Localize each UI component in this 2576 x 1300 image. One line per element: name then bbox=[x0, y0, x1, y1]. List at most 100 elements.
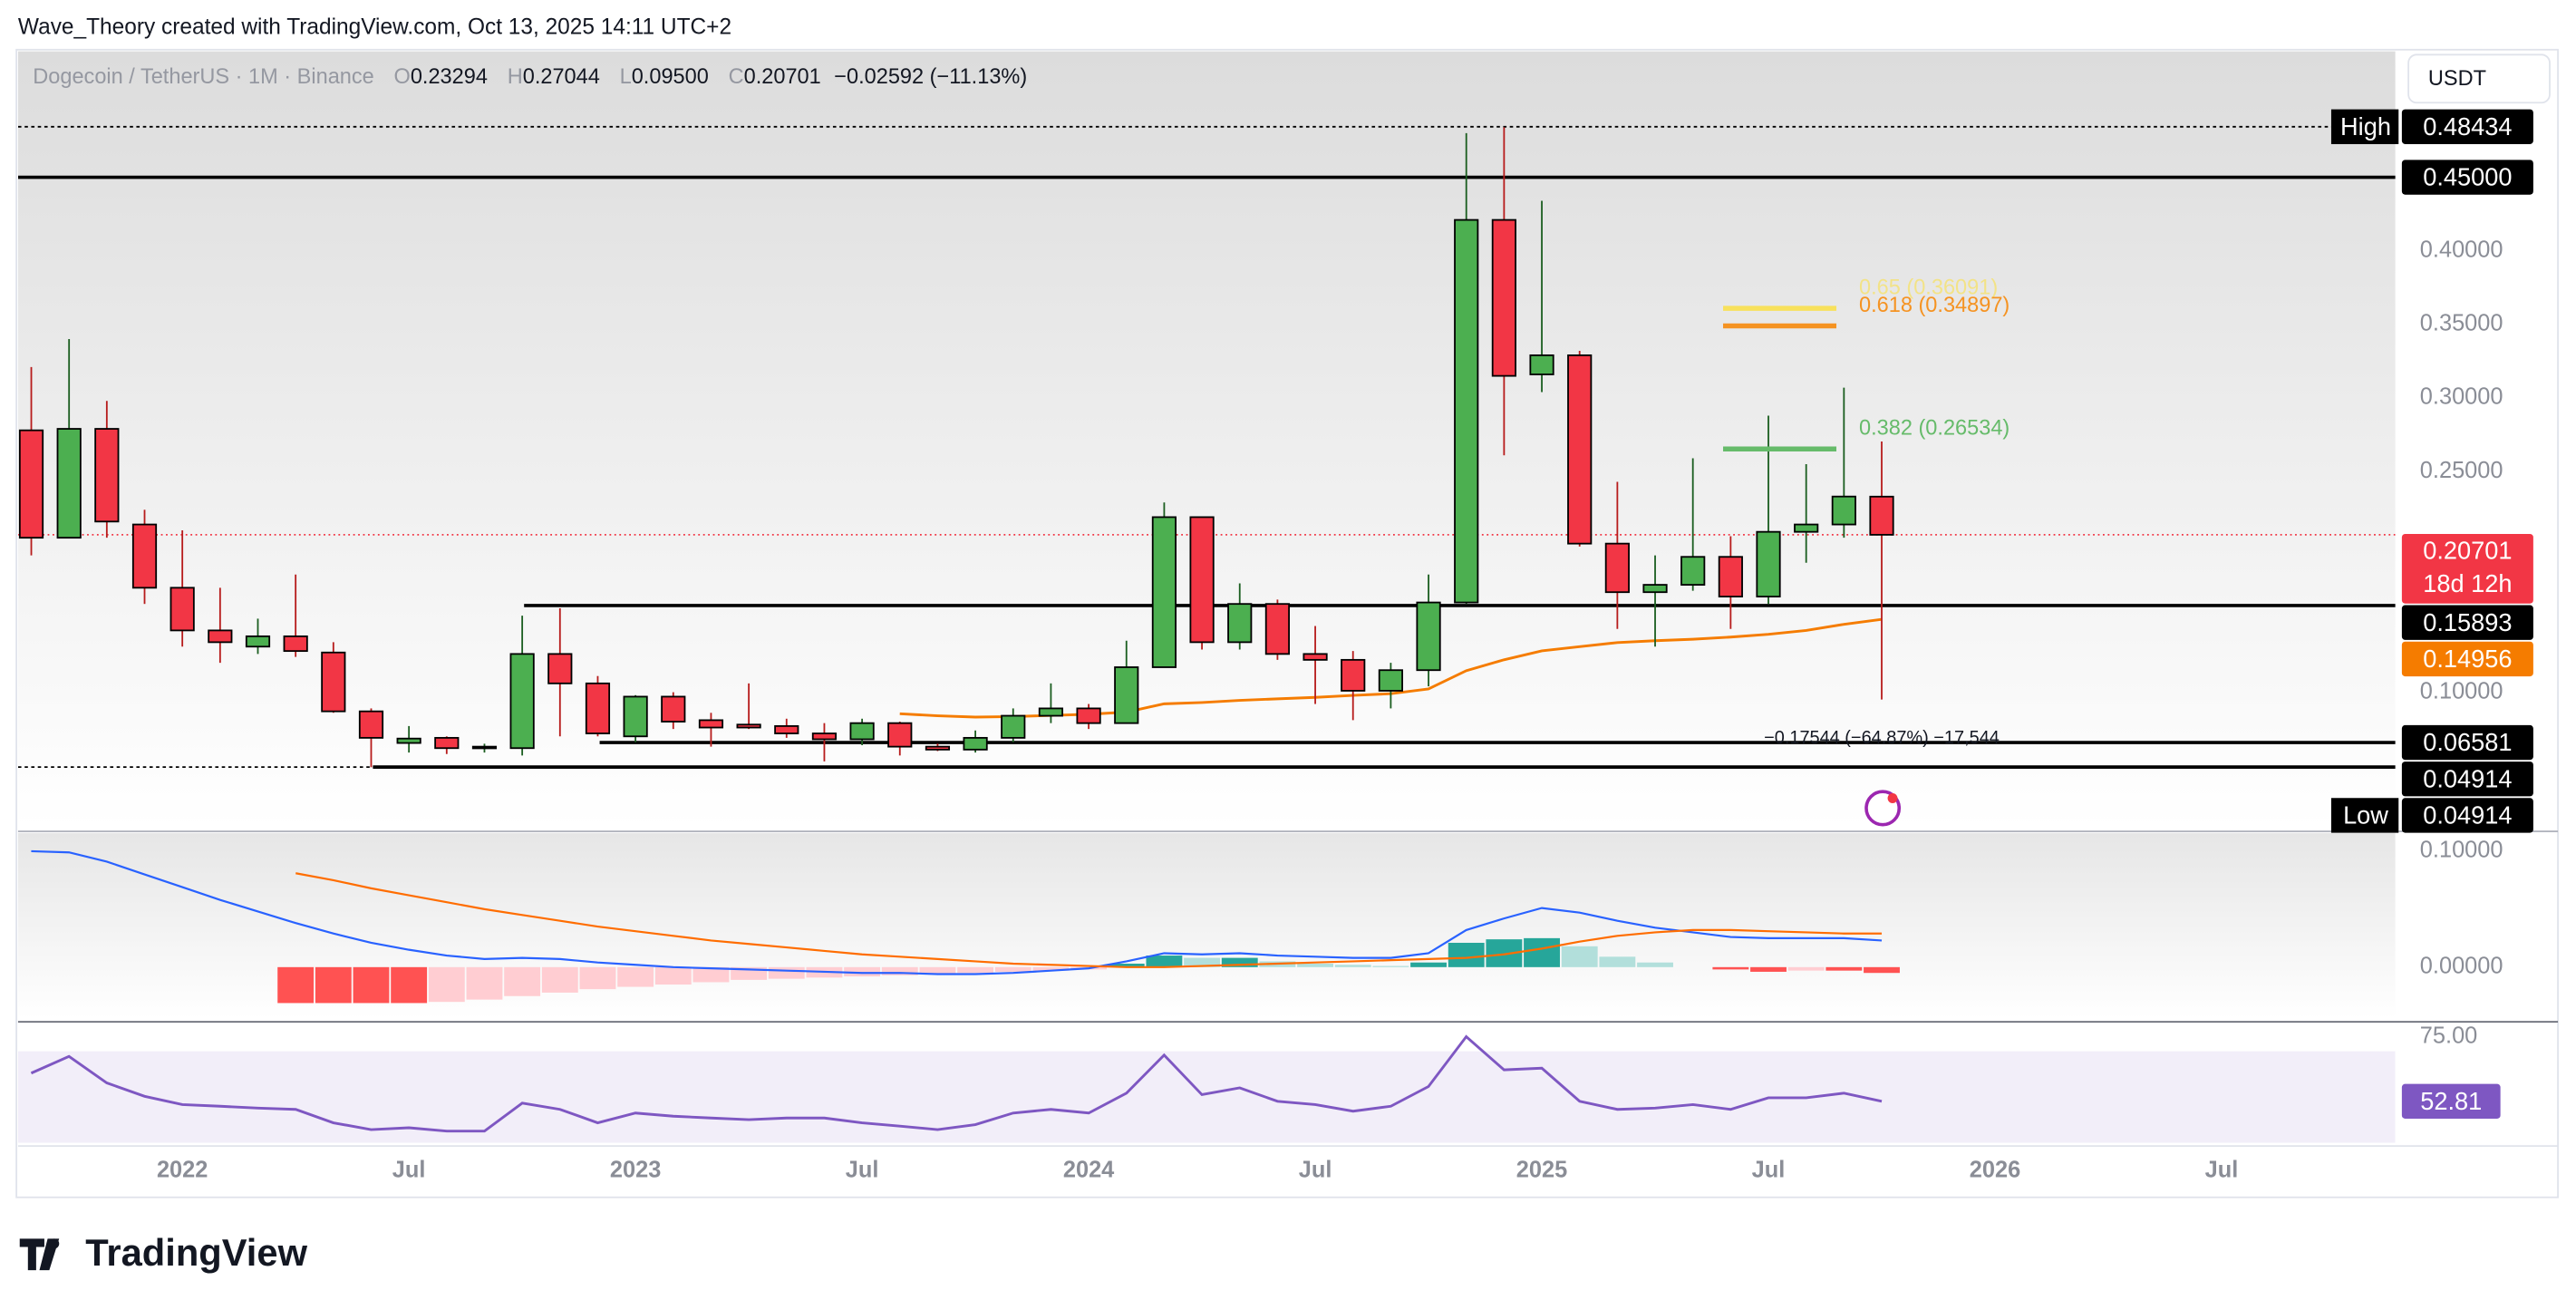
rsi-line bbox=[30, 1034, 1883, 1133]
macd-histogram-bar bbox=[1410, 962, 1447, 967]
macd-histogram-bar bbox=[654, 966, 692, 985]
macd-histogram-bar bbox=[391, 966, 428, 1004]
macd-histogram-bar bbox=[315, 966, 352, 1004]
y-tick-label: 0.40000 bbox=[2420, 237, 2503, 262]
candle-body bbox=[1794, 523, 1819, 533]
candle-body bbox=[56, 428, 82, 539]
brand-name: TradingView bbox=[85, 1231, 307, 1274]
macd-histogram-bar bbox=[1297, 963, 1333, 967]
y-tick-label: 0.10000 bbox=[2420, 838, 2503, 863]
price-label-box bbox=[2401, 605, 2533, 640]
candle-body bbox=[1114, 666, 1139, 724]
candle-body bbox=[358, 710, 384, 739]
author-line: Wave_Theory created with TradingView.com… bbox=[18, 15, 731, 39]
legend-value: 0.20701 bbox=[744, 65, 821, 89]
x-tick-label: 2023 bbox=[610, 1157, 661, 1182]
rsi-pane bbox=[17, 1024, 2396, 1143]
fib-label: 0.618 (0.34897) bbox=[1859, 294, 2009, 317]
candle-body bbox=[396, 737, 421, 744]
candle-body bbox=[1718, 556, 1743, 597]
price-label-box bbox=[2401, 762, 2533, 797]
macd-histogram-bar bbox=[1561, 946, 1598, 967]
macd-histogram-bar bbox=[353, 966, 390, 1004]
price-label-box bbox=[2401, 109, 2533, 144]
price-tag-box bbox=[2330, 798, 2399, 833]
candle-body bbox=[18, 429, 44, 539]
legend-key: H bbox=[508, 65, 523, 89]
price-label: 0.45000 bbox=[2423, 162, 2512, 190]
legend-key: L bbox=[620, 65, 632, 89]
candle-body bbox=[1529, 354, 1554, 375]
macd-line bbox=[31, 849, 1883, 975]
price-pane bbox=[17, 51, 2396, 829]
macd-histogram-bar bbox=[579, 966, 616, 990]
macd-histogram-bar bbox=[1146, 956, 1183, 967]
candle-body bbox=[774, 724, 799, 734]
measure-label: −0.17544 (−64.87%) −17,544 bbox=[1764, 728, 2000, 748]
fib-label: 0.65 (0.36091) bbox=[1859, 276, 1998, 299]
legend-value: 0.23294 bbox=[411, 65, 488, 89]
candle-body bbox=[1831, 495, 1856, 526]
macd-histogram-bar bbox=[1032, 966, 1070, 971]
brand-logo: TradingView bbox=[19, 1231, 307, 1274]
currency-label: USDT bbox=[2428, 67, 2486, 91]
candle-body bbox=[1491, 218, 1516, 377]
macd-histogram-bar bbox=[768, 966, 805, 979]
macd-histogram-bar bbox=[466, 966, 503, 1000]
macd-histogram-bar bbox=[881, 966, 918, 975]
candle-body bbox=[1303, 653, 1328, 661]
legend-value: 0.27044 bbox=[523, 65, 600, 89]
ema-price-label: 0.14956 bbox=[2423, 645, 2512, 673]
macd-histogram-bar bbox=[1184, 957, 1221, 967]
macd-histogram-bar bbox=[1108, 963, 1145, 967]
macd-histogram-bar bbox=[919, 966, 956, 975]
last-price-box bbox=[2401, 533, 2533, 604]
macd-histogram-bar bbox=[1221, 957, 1258, 967]
macd-histogram-bar bbox=[617, 966, 654, 987]
macd-histogram-bar bbox=[1448, 942, 1485, 967]
macd-histogram-bar bbox=[994, 966, 1031, 972]
event-icon-dot bbox=[1887, 793, 1898, 803]
candle-body bbox=[585, 682, 611, 734]
candle-body bbox=[1038, 707, 1064, 717]
legend-value: 0.09500 bbox=[632, 65, 709, 89]
y-tick-label: 75.00 bbox=[2420, 1023, 2477, 1048]
x-tick-label: Jul bbox=[1299, 1157, 1332, 1182]
macd-histogram-bar bbox=[541, 966, 578, 993]
candle-body bbox=[963, 736, 988, 751]
rsi-value-label: 52.81 bbox=[2420, 1087, 2482, 1115]
signal-line bbox=[295, 872, 1883, 968]
candle-body bbox=[736, 723, 761, 729]
symbol-title: Dogecoin / TetherUS · 1M · Binance bbox=[33, 65, 374, 89]
legend-key: O bbox=[394, 65, 411, 89]
price-label: 0.48434 bbox=[2423, 112, 2512, 141]
price-tag: High bbox=[2340, 112, 2391, 141]
candle-body bbox=[1001, 714, 1026, 739]
x-tick-label: Jul bbox=[846, 1157, 879, 1182]
candle-body bbox=[1151, 516, 1177, 668]
macd-histogram-bar bbox=[957, 966, 994, 974]
currency-button[interactable] bbox=[2407, 53, 2551, 104]
macd-histogram-bar bbox=[1334, 965, 1371, 967]
y-tick-label: 0.00000 bbox=[2420, 953, 2503, 978]
macd-histogram-bar bbox=[1599, 956, 1636, 967]
x-tick-label: 2024 bbox=[1063, 1157, 1115, 1182]
candle-body bbox=[1341, 658, 1366, 692]
candle-body bbox=[1189, 516, 1215, 644]
price-tag: Low bbox=[2343, 800, 2388, 829]
fib-label: 0.382 (0.26534) bbox=[1859, 416, 2009, 440]
x-tick-label: Jul bbox=[392, 1157, 426, 1182]
macd-histogram-bar bbox=[692, 966, 730, 983]
price-label: 0.04914 bbox=[2423, 800, 2512, 829]
bar-countdown: 18d 12h bbox=[2423, 569, 2512, 597]
x-tick-label: 2026 bbox=[1970, 1157, 2020, 1182]
symbol-legend: Dogecoin / TetherUS · 1M · Binance O0.232… bbox=[33, 65, 1027, 89]
candle-body bbox=[131, 523, 158, 589]
macd-histogram-bar bbox=[1825, 966, 1863, 971]
candle-body bbox=[1567, 354, 1593, 545]
last-price-label: 0.20701 bbox=[2423, 536, 2512, 564]
macd-histogram-bar bbox=[1750, 966, 1787, 972]
